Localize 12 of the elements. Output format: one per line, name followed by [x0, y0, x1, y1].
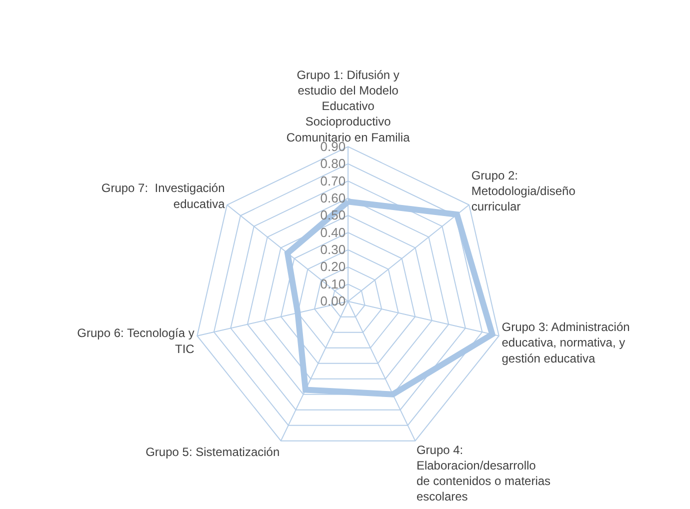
spoke-label: Grupo 2: Metodologia/diseño curricular — [471, 168, 576, 214]
y-tick-label: 0.20 — [320, 259, 346, 274]
spoke-label: Grupo 7: Investigación educativa — [101, 181, 226, 211]
spoke-label: Grupo 4: Elaboracion/desarrollo de contenidos o materias escolares — [416, 442, 551, 504]
y-tick-label: 0.70 — [320, 173, 346, 188]
y-tick-label: 0.40 — [320, 224, 346, 240]
y-tick-label: 0.80 — [320, 156, 346, 172]
spoke-label: Grupo 6: Tecnología y TIC — [77, 326, 195, 356]
y-tick-label: 0.60 — [320, 190, 346, 206]
spoke-label: Grupo 3: Administración educativa, normativa, y gestión educativa — [502, 320, 630, 366]
y-tick-label: 0.30 — [320, 242, 346, 258]
spoke-label: Grupo 5: Sistematización — [146, 445, 280, 460]
